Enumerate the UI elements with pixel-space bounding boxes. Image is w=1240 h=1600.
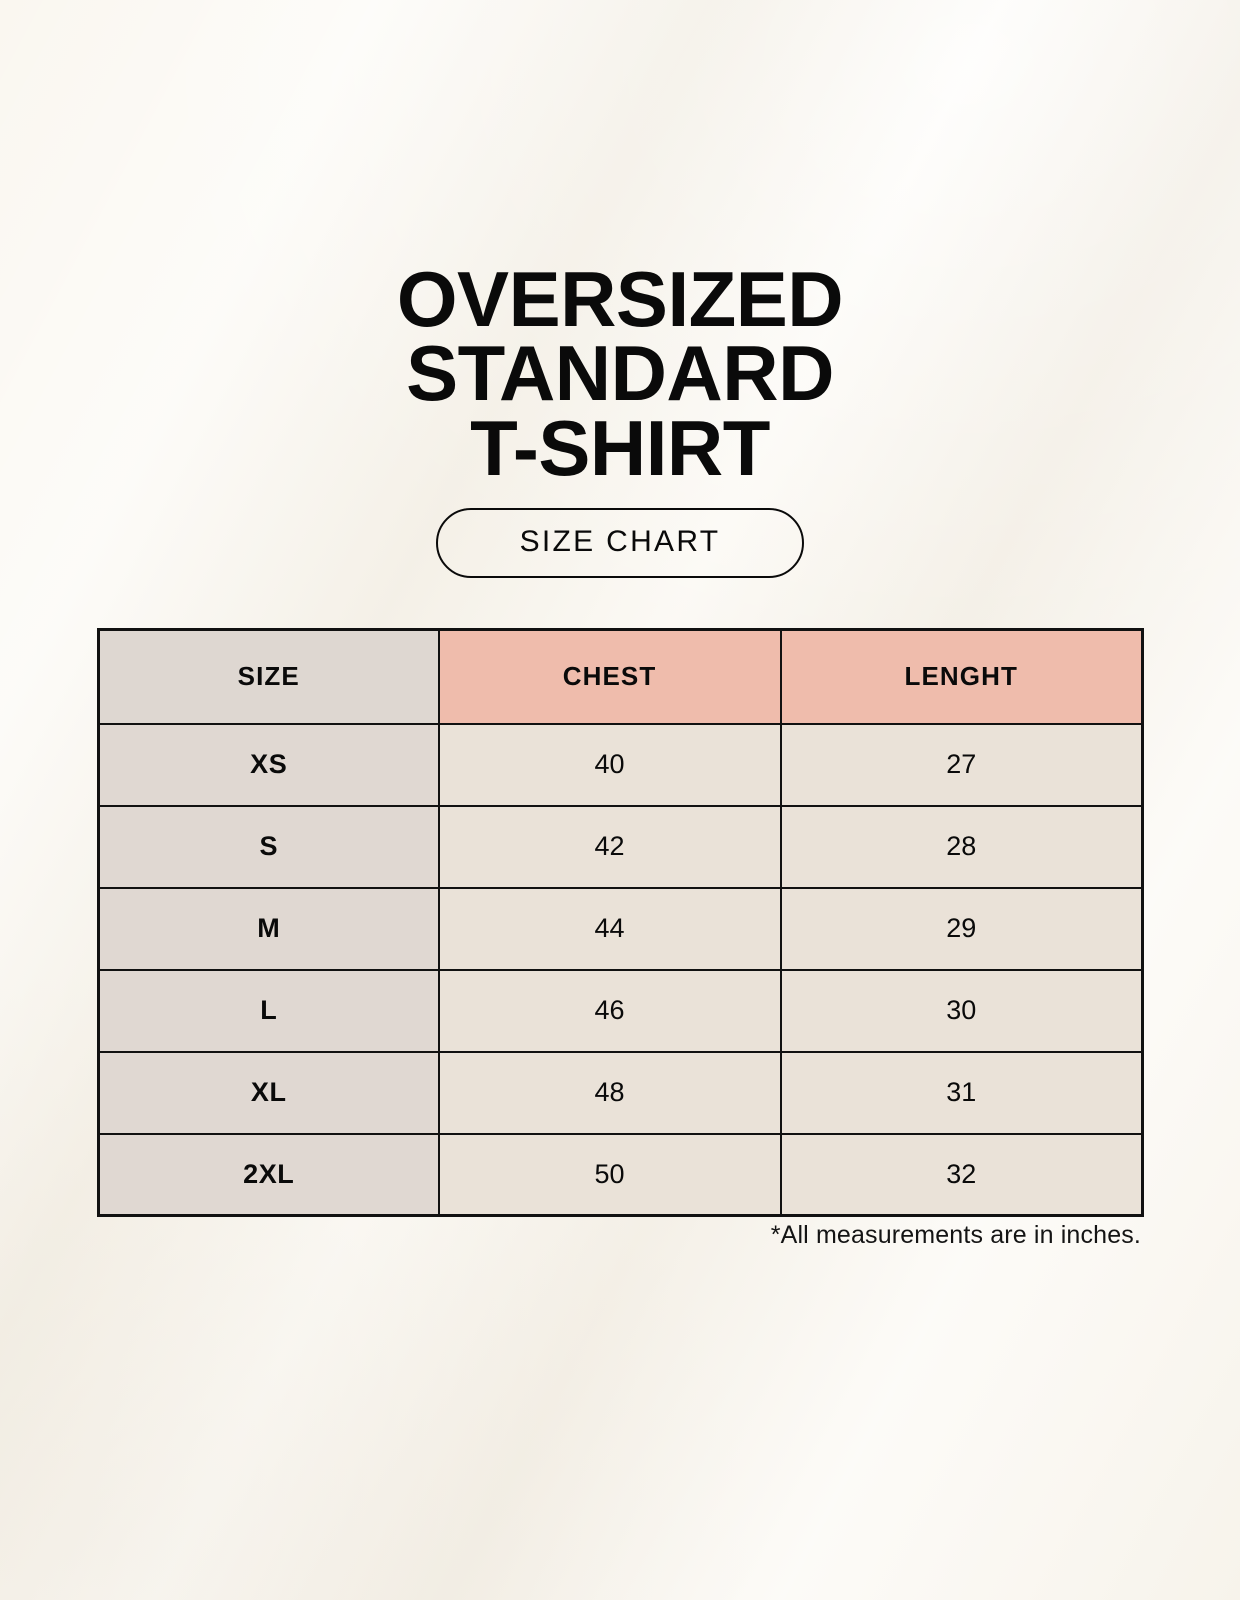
column-header-length: LENGHT — [779, 628, 1144, 725]
cell-length: 31 — [779, 1050, 1144, 1135]
cell-size: XL — [97, 1050, 440, 1135]
cell-chest: 44 — [437, 886, 782, 971]
table-row: S 42 28 — [97, 804, 1144, 889]
cell-length: 27 — [779, 722, 1144, 807]
title-line-1: OVERSIZED — [396, 255, 844, 343]
table-header-row: SIZE CHEST LENGHT — [97, 628, 1144, 725]
cell-chest: 50 — [437, 1132, 782, 1217]
cell-chest: 48 — [437, 1050, 782, 1135]
column-header-chest: CHEST — [437, 628, 782, 725]
cell-chest: 46 — [437, 968, 782, 1053]
size-table: SIZE CHEST LENGHT XS 40 27 S 42 28 M — [97, 628, 1144, 1217]
cell-chest: 40 — [437, 722, 782, 807]
table-row: 2XL 50 32 — [97, 1132, 1144, 1217]
cell-length: 29 — [779, 886, 1144, 971]
size-table-container: SIZE CHEST LENGHT XS 40 27 S 42 28 M — [97, 628, 1144, 1217]
size-table-header: SIZE CHEST LENGHT — [97, 628, 1144, 725]
cell-length: 28 — [779, 804, 1144, 889]
page-title: OVERSIZED STANDARD T-SHIRT — [0, 255, 1240, 492]
table-row: XL 48 31 — [97, 1050, 1144, 1135]
size-chart-badge: SIZE CHART — [435, 508, 805, 578]
title-line-3: T-SHIRT — [470, 403, 770, 492]
title-line-2: STANDARD — [406, 329, 834, 418]
size-table-body: XS 40 27 S 42 28 M 44 29 L 46 30 — [97, 722, 1144, 1217]
cell-size: L — [97, 968, 440, 1053]
table-row: L 46 30 — [97, 968, 1144, 1053]
table-row: XS 40 27 — [97, 722, 1144, 807]
column-header-size: SIZE — [97, 628, 440, 725]
cell-length: 32 — [779, 1132, 1144, 1217]
measurements-footnote: *All measurements are in inches. — [770, 1221, 1141, 1249]
cell-size: M — [97, 886, 440, 971]
cell-size: S — [97, 804, 440, 889]
cell-chest: 42 — [437, 804, 782, 889]
cell-length: 30 — [779, 968, 1144, 1053]
size-chart-badge-container: SIZE CHART — [0, 508, 1240, 578]
cell-size: XS — [97, 722, 440, 807]
cell-size: 2XL — [97, 1132, 440, 1217]
table-row: M 44 29 — [97, 886, 1144, 971]
